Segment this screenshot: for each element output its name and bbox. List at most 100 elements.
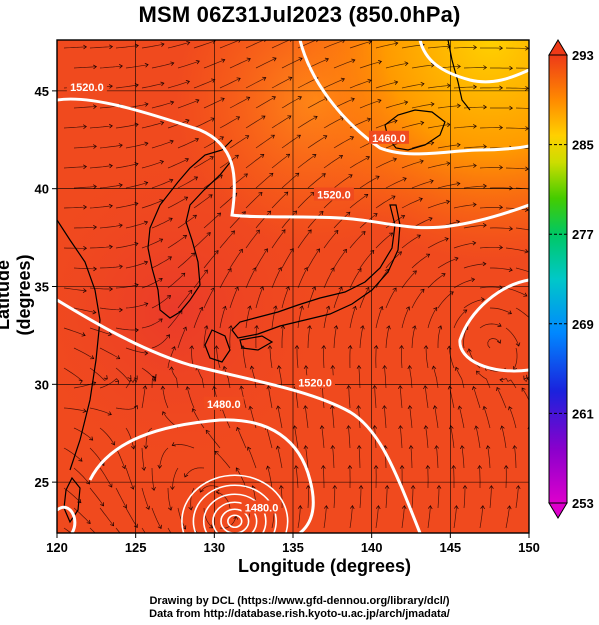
streamline-arrow (432, 405, 438, 410)
streamline (115, 123, 139, 129)
streamline-arrow (168, 217, 173, 222)
streamline (115, 447, 126, 469)
streamline-arrow (134, 327, 139, 333)
streamline (307, 286, 316, 309)
streamline-arrow (299, 305, 304, 310)
streamline-arrow (93, 144, 97, 149)
streamline (321, 425, 325, 449)
streamline-arrow (509, 185, 514, 191)
streamline-arrow (441, 273, 446, 278)
streamline-arrow (454, 256, 459, 262)
streamline (332, 445, 335, 469)
streamline (333, 136, 354, 149)
streamline (490, 267, 513, 271)
streamline-arrow (338, 286, 343, 291)
streamline-arrow (82, 288, 87, 293)
streamline (172, 444, 195, 449)
streamline-arrow (142, 385, 148, 390)
streamline (505, 327, 520, 347)
streamline (219, 154, 239, 169)
streamline-arrow (90, 355, 95, 360)
streamline (89, 287, 113, 290)
contour-1520-north (57, 97, 529, 230)
streamline (427, 162, 450, 169)
streamline (219, 40, 241, 49)
streamline-arrow (108, 163, 113, 169)
streamline (219, 77, 241, 89)
streamline (331, 405, 335, 429)
streamline-arrow (448, 425, 454, 430)
streamline (177, 252, 195, 269)
streamline-arrow (293, 210, 298, 215)
streamline-arrow (500, 425, 505, 430)
streamline (453, 505, 457, 529)
streamline-arrow (351, 58, 356, 64)
streamline-arrow (330, 444, 336, 449)
streamline (411, 485, 414, 509)
streamline-arrow (515, 342, 521, 347)
streamline-arrow (89, 436, 94, 441)
streamline (245, 115, 266, 129)
coastline-korea (147, 139, 233, 319)
streamline (505, 287, 528, 297)
streamline-arrow (332, 484, 338, 489)
streamline (349, 156, 370, 169)
streamline-arrow (457, 405, 463, 410)
streamline-arrow (427, 505, 433, 510)
streamline (385, 325, 390, 349)
streamline-arrow (312, 154, 317, 159)
streamline (177, 326, 187, 349)
streamline-arrow (535, 188, 538, 192)
streamline (255, 57, 277, 69)
streamline-arrow (470, 277, 476, 283)
streamline (266, 426, 273, 449)
streamline-arrow (526, 374, 529, 379)
contour-1480-sw (57, 506, 77, 533)
streamline-arrow (316, 248, 320, 253)
streamline-arrow (365, 156, 370, 161)
streamline-arrow (367, 78, 372, 84)
streamline (177, 60, 200, 69)
contour-label-bg (295, 375, 336, 389)
streamline (236, 427, 247, 449)
streamline-arrow (375, 505, 381, 510)
streamline-arrow (423, 385, 428, 390)
streamline (450, 425, 455, 449)
colorbar: 293 285 277 269 261 253 (548, 39, 594, 519)
streamline (63, 487, 82, 503)
streamline-arrow (535, 107, 538, 111)
streamline-arrow (152, 373, 157, 379)
streamline-arrow (214, 450, 219, 455)
streamline (434, 405, 439, 429)
streamline (304, 405, 309, 429)
height-contours (57, 40, 529, 533)
streamline-arrow (203, 269, 208, 274)
streamline-arrow (222, 365, 228, 371)
contour-1460-ne (418, 40, 529, 84)
streamline-arrow (303, 267, 308, 272)
streamline-arrow (373, 344, 379, 349)
streamline-arrow (182, 234, 188, 239)
streamline-arrow (170, 100, 175, 106)
streamline (229, 96, 250, 109)
streamline-arrow (509, 105, 514, 111)
streamline (193, 307, 203, 329)
streamline-arrow (303, 405, 308, 410)
streamline (349, 268, 362, 289)
streamline (141, 43, 165, 49)
streamline-arrow (267, 210, 272, 215)
streamline-arrow (194, 137, 199, 142)
streamline (167, 310, 183, 329)
streamline (99, 184, 123, 189)
streamline (359, 287, 370, 309)
streamline-arrow (214, 345, 219, 350)
streamline (193, 269, 208, 289)
streamline-arrow (503, 464, 509, 469)
streamline (463, 224, 487, 229)
streamline (349, 231, 366, 249)
streamline-arrow (260, 154, 265, 158)
streamline-arrow (544, 486, 548, 489)
streamline-arrow (423, 425, 429, 430)
streamline (115, 367, 132, 383)
streamline (427, 124, 451, 129)
